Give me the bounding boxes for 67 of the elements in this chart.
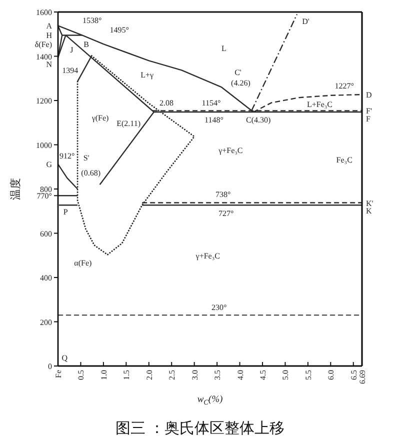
x-tick-label: 2.5 — [167, 370, 176, 380]
x-tick-label: 3.5 — [212, 370, 222, 380]
annotation: (0.68) — [81, 168, 100, 178]
y-tick-label: 400 — [40, 273, 52, 282]
annotation: γ+Fe₃C — [196, 251, 220, 260]
annotation: H — [46, 30, 52, 40]
annotation: S' — [83, 153, 90, 162]
annotation: C(4.30) — [246, 115, 271, 124]
annotation: 1154° — [202, 98, 221, 108]
ref-line-label: 230° — [212, 303, 227, 312]
annotation: δ(Fe) — [34, 40, 52, 49]
annotation: D' — [302, 16, 310, 26]
annotation: 1394 — [62, 66, 78, 75]
annotation: E(2.11) — [116, 118, 140, 128]
annotation: K — [366, 206, 372, 216]
annotation: 2.08 — [160, 98, 174, 108]
annotation: F — [366, 114, 370, 123]
y-tick-label: 200 — [40, 317, 52, 326]
annotation: 738° — [215, 189, 231, 198]
x-tick-label: 1.0 — [98, 370, 108, 380]
annotation: 1227° — [334, 81, 354, 90]
x-tick-label: 5.5 — [303, 370, 312, 380]
y-label: 温度 — [10, 178, 22, 200]
x-label: w$_{C}$(%) — [197, 395, 223, 406]
y-tick-label: 0 — [48, 362, 52, 370]
x-tick-label: 4.0 — [235, 370, 244, 380]
annotation: N — [46, 60, 52, 69]
annotation: L — [222, 44, 226, 53]
annotation: 1538° — [82, 15, 102, 24]
annotation: L+Fe₃C — [306, 100, 332, 109]
annotation: (4.26) — [231, 78, 250, 87]
x-tick-label: 3.0 — [190, 370, 199, 380]
x-tick-label: 6.69 — [358, 370, 366, 384]
y-tick-label: 1400 — [36, 52, 52, 61]
y-tick-label: 770° — [36, 191, 52, 200]
annotation: F' — [366, 106, 372, 115]
annotation: Q — [62, 353, 68, 362]
x-tick-label: 6.0 — [326, 370, 336, 380]
annotation: 912° — [60, 151, 75, 160]
y-tick-label: 1200 — [36, 96, 52, 105]
x-tick-label: 2.0 — [144, 370, 154, 380]
x-tick-label: 1.5 — [122, 370, 131, 380]
annotation: D — [366, 90, 372, 99]
annotation: B — [84, 40, 89, 49]
annotation: Fe₃C — [336, 155, 352, 164]
annotation: C' — [234, 67, 242, 76]
x-tick-label: Fe — [54, 370, 62, 378]
annotation: K' — [366, 198, 374, 208]
y-tick-label: 800 — [40, 184, 52, 194]
annotation: α(Fe) — [74, 258, 92, 267]
annotation: G — [46, 160, 52, 169]
annotation: P — [63, 206, 68, 216]
y-tick-label: 1600 — [36, 8, 52, 16]
annotation: γ+Fe₃C — [218, 146, 243, 155]
x-tick-label: 0.5 — [76, 370, 86, 380]
annotation: 727° — [218, 208, 234, 218]
x-tick-label: 5.0 — [280, 370, 290, 380]
annotation: 1148° — [204, 115, 224, 124]
x-tick-label: 6.5 — [348, 370, 358, 380]
y-tick-label: 600 — [40, 228, 52, 238]
annotation: J — [70, 45, 74, 54]
annotation: A — [46, 21, 52, 30]
annotation: γ(Fe) — [92, 113, 109, 122]
annotation: 1495° — [110, 25, 129, 34]
x-tick-label: 4.5 — [258, 370, 267, 380]
y-tick-label: 1000 — [36, 140, 52, 150]
annotation: L+γ — [140, 70, 154, 80]
